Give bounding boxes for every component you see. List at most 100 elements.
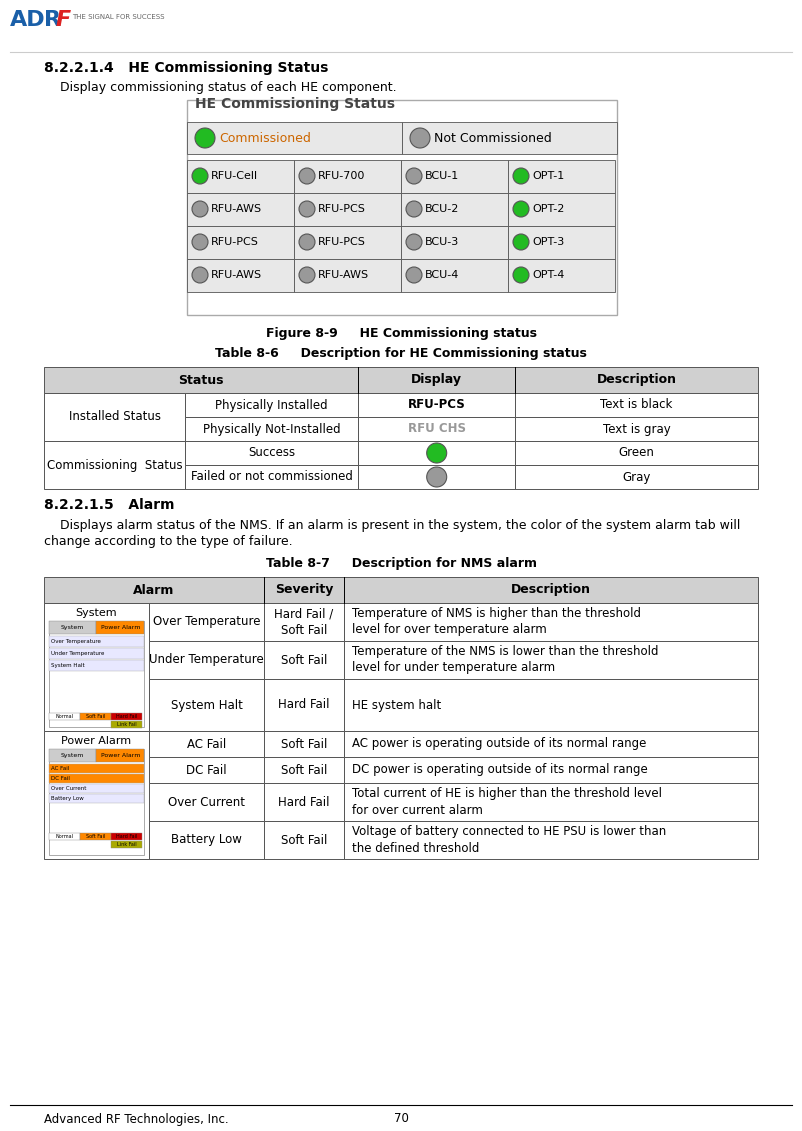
Circle shape <box>513 201 529 217</box>
Text: RFU-PCS: RFU-PCS <box>408 398 466 412</box>
Text: Power Alarm: Power Alarm <box>100 625 140 630</box>
Text: HE system halt: HE system halt <box>352 699 441 711</box>
Text: Failed or not commissioned: Failed or not commissioned <box>191 470 353 483</box>
Text: Under Temperature: Under Temperature <box>149 654 264 666</box>
FancyBboxPatch shape <box>149 679 264 731</box>
Text: F: F <box>56 10 71 31</box>
Text: Total current of HE is higher than the threshold level
for over current alarm: Total current of HE is higher than the t… <box>352 787 662 817</box>
FancyBboxPatch shape <box>515 392 758 417</box>
FancyBboxPatch shape <box>344 731 758 757</box>
FancyBboxPatch shape <box>44 577 758 603</box>
FancyBboxPatch shape <box>264 731 344 757</box>
FancyBboxPatch shape <box>515 417 758 441</box>
FancyBboxPatch shape <box>44 392 185 441</box>
FancyBboxPatch shape <box>49 621 96 634</box>
Text: Severity: Severity <box>275 584 333 596</box>
Text: Display: Display <box>411 373 462 387</box>
Text: Soft Fail: Soft Fail <box>281 654 327 666</box>
FancyBboxPatch shape <box>401 193 508 226</box>
FancyBboxPatch shape <box>344 641 758 679</box>
FancyBboxPatch shape <box>264 679 344 731</box>
Circle shape <box>513 169 529 184</box>
FancyBboxPatch shape <box>49 784 144 793</box>
FancyBboxPatch shape <box>344 757 758 783</box>
Text: RFU-AWS: RFU-AWS <box>211 204 262 214</box>
FancyBboxPatch shape <box>401 226 508 259</box>
FancyBboxPatch shape <box>111 841 142 848</box>
Text: Hard Fail: Hard Fail <box>115 834 137 839</box>
FancyBboxPatch shape <box>402 122 617 154</box>
FancyBboxPatch shape <box>111 720 142 728</box>
Text: System Halt: System Halt <box>51 663 85 668</box>
Text: OPT-3: OPT-3 <box>532 238 565 247</box>
FancyBboxPatch shape <box>344 821 758 860</box>
FancyBboxPatch shape <box>294 159 401 193</box>
Text: Soft Fail: Soft Fail <box>86 714 105 719</box>
Text: 8.2.2.1.4   HE Commissioning Status: 8.2.2.1.4 HE Commissioning Status <box>44 61 328 75</box>
Text: BCU-2: BCU-2 <box>425 204 460 214</box>
FancyBboxPatch shape <box>187 193 294 226</box>
Text: Battery Low: Battery Low <box>171 834 242 846</box>
Text: RFU CHS: RFU CHS <box>407 423 466 435</box>
Text: Hard Fail: Hard Fail <box>278 699 330 711</box>
Text: Over Current: Over Current <box>51 786 87 791</box>
Text: Success: Success <box>248 447 295 459</box>
Text: OPT-4: OPT-4 <box>532 270 565 280</box>
FancyBboxPatch shape <box>49 636 144 647</box>
FancyBboxPatch shape <box>96 749 144 762</box>
FancyBboxPatch shape <box>149 757 264 783</box>
FancyBboxPatch shape <box>264 603 344 641</box>
FancyBboxPatch shape <box>96 621 144 634</box>
FancyBboxPatch shape <box>294 259 401 292</box>
Text: Soft Fail: Soft Fail <box>281 834 327 846</box>
FancyBboxPatch shape <box>149 821 264 860</box>
Text: Green: Green <box>618 447 654 459</box>
Circle shape <box>192 201 208 217</box>
FancyBboxPatch shape <box>149 641 264 679</box>
Text: Normal: Normal <box>55 714 74 719</box>
FancyBboxPatch shape <box>187 226 294 259</box>
FancyBboxPatch shape <box>344 603 758 641</box>
Text: Status: Status <box>178 373 224 387</box>
FancyBboxPatch shape <box>49 713 80 720</box>
Text: Over Temperature: Over Temperature <box>152 615 261 629</box>
Circle shape <box>427 467 447 487</box>
Circle shape <box>427 443 447 463</box>
Text: Soft Fail: Soft Fail <box>86 834 105 839</box>
FancyBboxPatch shape <box>344 783 758 821</box>
FancyBboxPatch shape <box>185 465 358 489</box>
Text: Over Current: Over Current <box>168 795 245 809</box>
FancyBboxPatch shape <box>344 679 758 731</box>
Text: Hard Fail: Hard Fail <box>278 795 330 809</box>
FancyBboxPatch shape <box>358 392 515 417</box>
FancyBboxPatch shape <box>49 834 80 840</box>
Circle shape <box>513 234 529 250</box>
FancyBboxPatch shape <box>358 465 515 489</box>
Text: RFU-PCS: RFU-PCS <box>318 238 366 247</box>
Text: Over Temperature: Over Temperature <box>51 639 101 644</box>
Circle shape <box>299 234 315 250</box>
Text: Physically Not-Installed: Physically Not-Installed <box>203 423 341 435</box>
Text: BCU-1: BCU-1 <box>425 171 460 181</box>
Text: Soft Fail: Soft Fail <box>281 737 327 751</box>
Circle shape <box>299 169 315 184</box>
Text: Description: Description <box>511 584 591 596</box>
Text: RFU-Cell: RFU-Cell <box>211 171 258 181</box>
FancyBboxPatch shape <box>508 193 615 226</box>
Text: System: System <box>75 608 117 618</box>
Text: Description: Description <box>597 373 677 387</box>
FancyBboxPatch shape <box>294 193 401 226</box>
Text: Alarm: Alarm <box>133 584 175 596</box>
FancyBboxPatch shape <box>49 749 96 762</box>
Text: Normal: Normal <box>55 834 74 839</box>
Text: BCU-4: BCU-4 <box>425 270 460 280</box>
FancyBboxPatch shape <box>515 465 758 489</box>
Text: Text is black: Text is black <box>601 398 673 412</box>
FancyBboxPatch shape <box>264 821 344 860</box>
FancyBboxPatch shape <box>187 100 617 316</box>
FancyBboxPatch shape <box>44 441 185 489</box>
Circle shape <box>406 267 422 283</box>
FancyBboxPatch shape <box>508 226 615 259</box>
FancyBboxPatch shape <box>508 259 615 292</box>
Circle shape <box>195 128 215 148</box>
